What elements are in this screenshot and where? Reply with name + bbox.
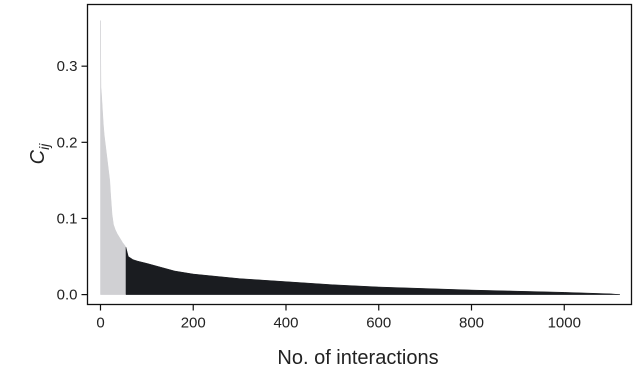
- y-tick-label: 0.3: [57, 58, 78, 75]
- x-tick-label: 800: [459, 315, 484, 332]
- x-tick-label: 200: [181, 315, 206, 332]
- area-series-1: [100, 20, 127, 295]
- y-axis-label-subscript: ij: [36, 143, 52, 150]
- x-axis: 0 200 400 600 800 1000: [96, 304, 581, 332]
- y-tick-label: 0.0: [57, 287, 78, 304]
- plot-areas: [100, 20, 620, 295]
- x-tick-label: 0: [96, 315, 104, 332]
- x-tick-label: 600: [366, 315, 391, 332]
- plot-frame: [86, 3, 633, 306]
- x-tick-label: 400: [273, 315, 298, 332]
- y-axis-label-main: C: [27, 149, 49, 164]
- y-axis: 0.0 0.1 0.2 0.3: [57, 58, 88, 304]
- y-axis-label: Cij: [27, 143, 52, 165]
- x-axis-label: No. of interactions: [277, 347, 438, 369]
- y-tick-label: 0.1: [57, 210, 78, 227]
- area-series-2: [125, 247, 620, 295]
- y-tick-label: 0.2: [57, 134, 78, 151]
- x-tick-label: 1000: [548, 315, 581, 332]
